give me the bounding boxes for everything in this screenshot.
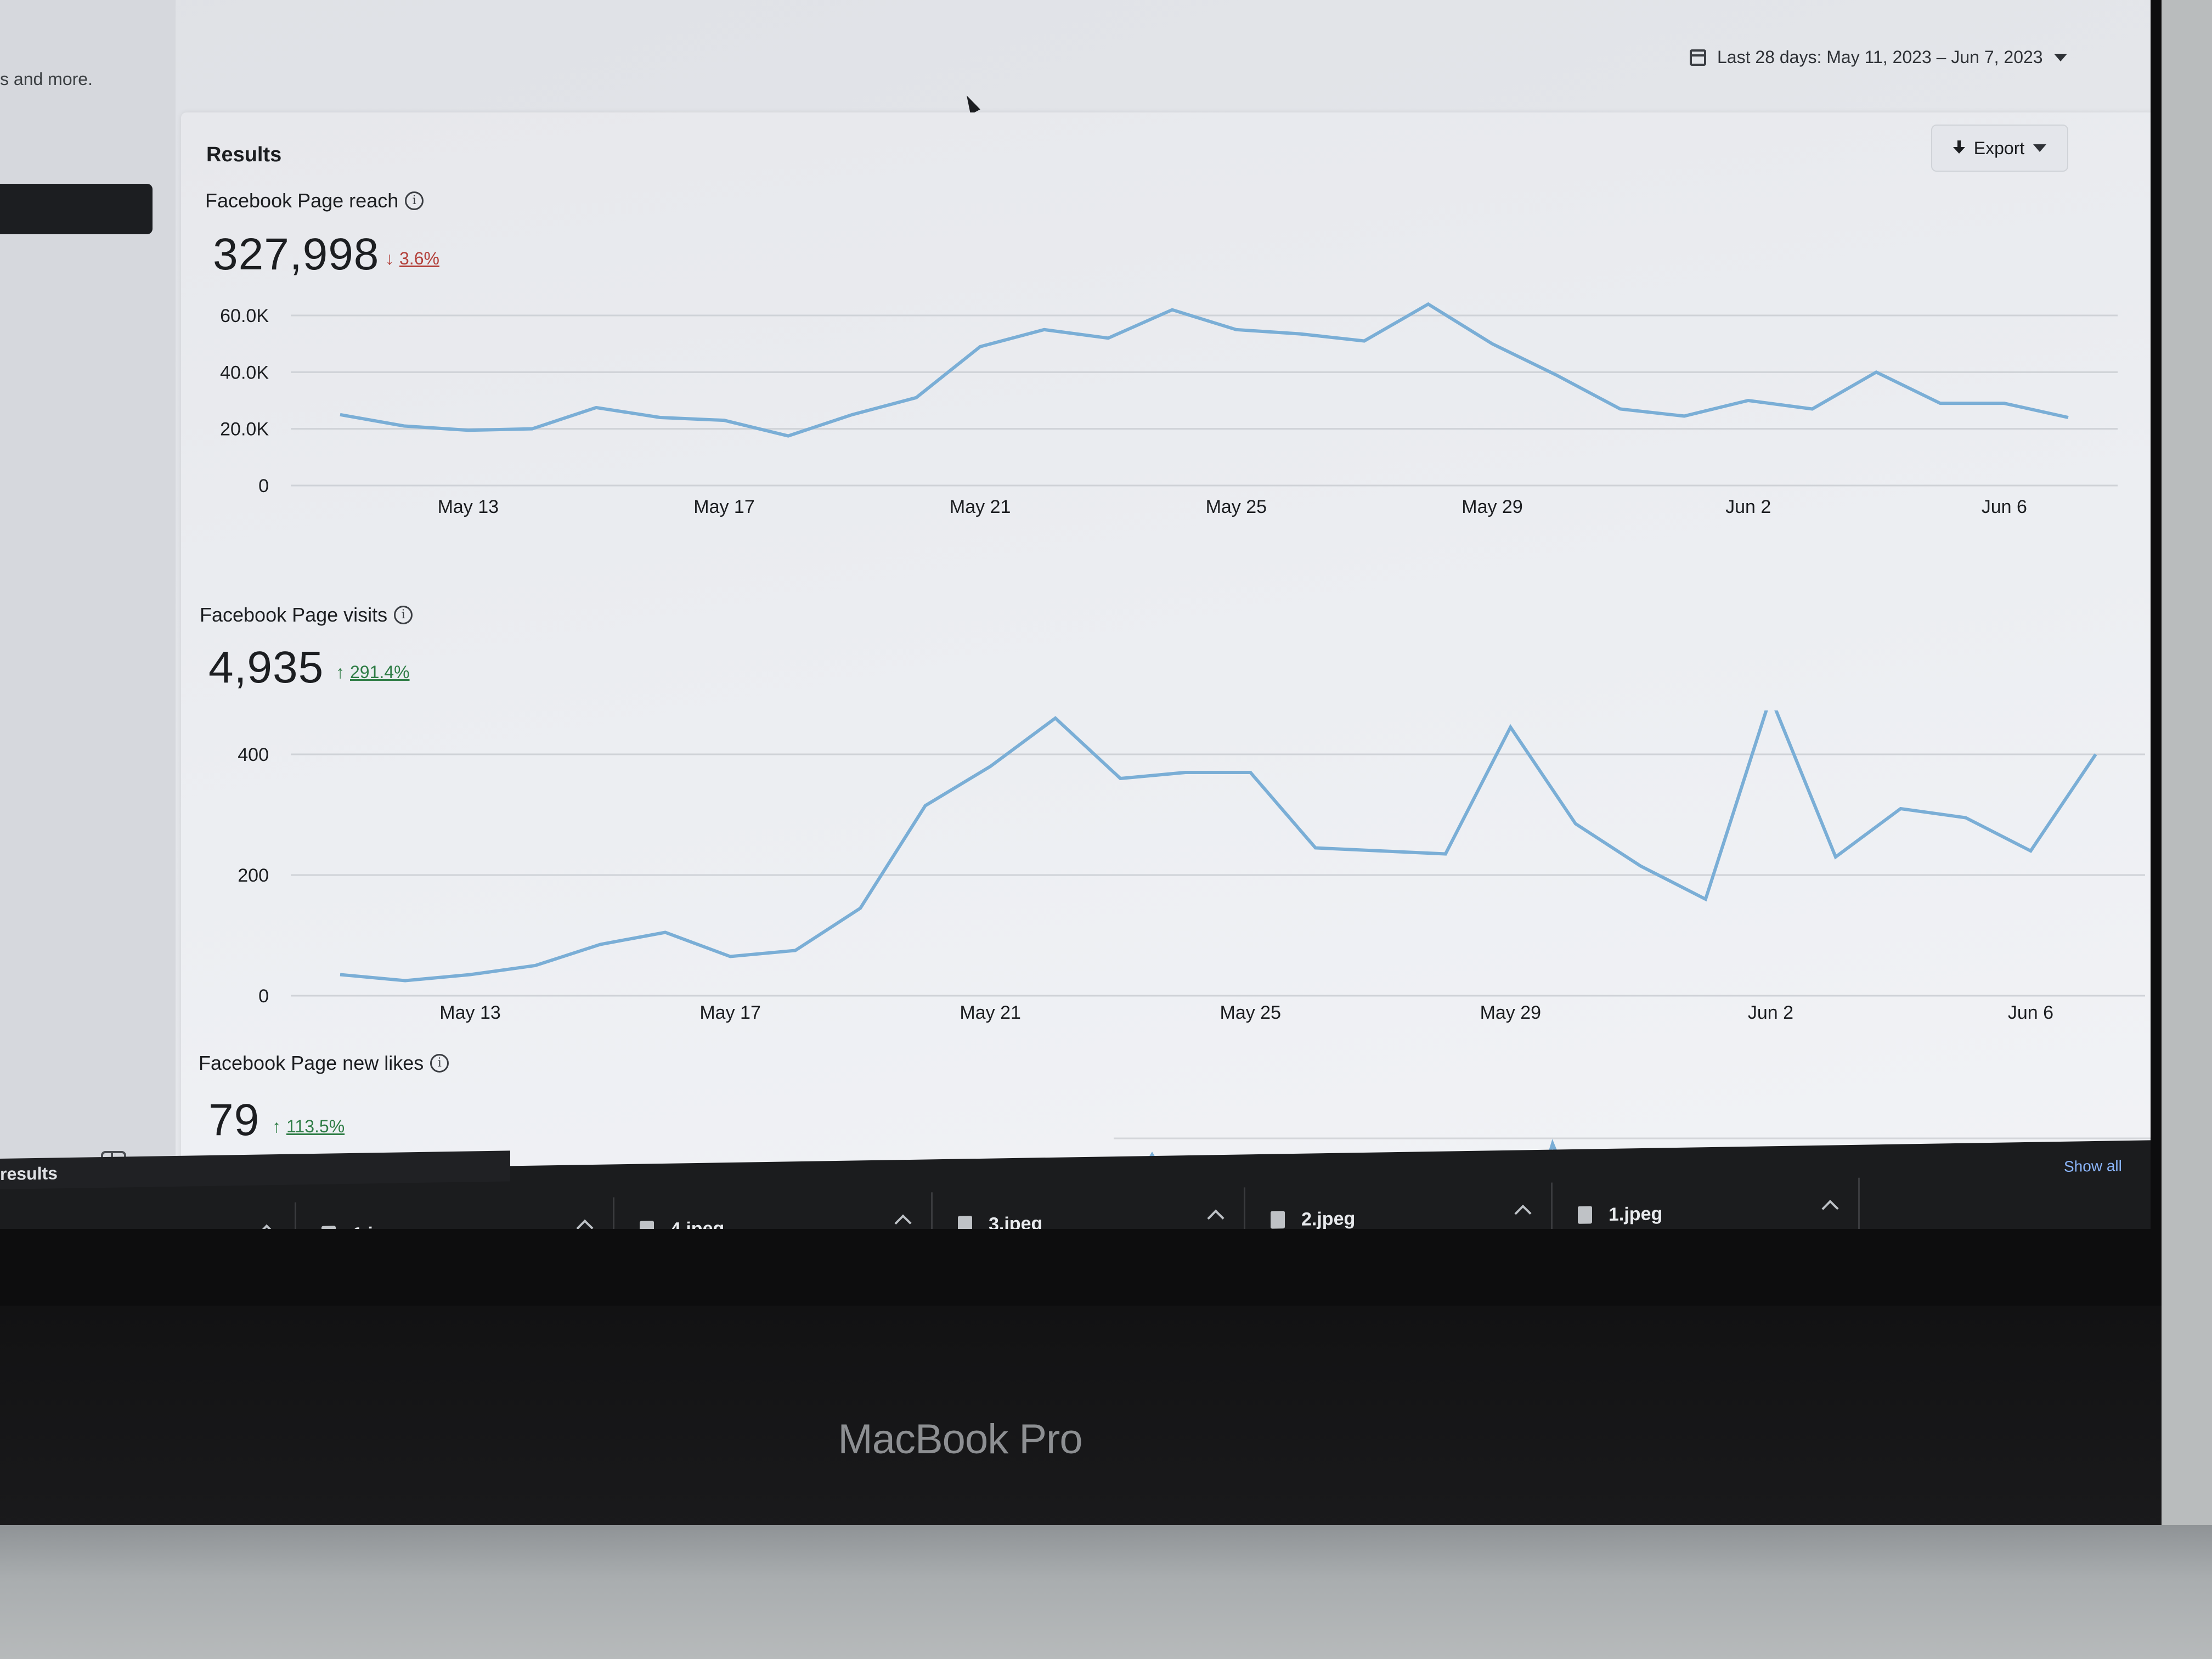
reach-label: Facebook Page reach i (205, 189, 424, 212)
info-icon[interactable]: i (405, 191, 424, 210)
export-button[interactable]: Export (1931, 125, 2068, 172)
series-line (340, 302, 2069, 438)
reach-label-text: Facebook Page reach (205, 189, 399, 212)
x-tick-label: May 13 (439, 1002, 501, 1023)
x-tick-label: May 29 (1462, 496, 1523, 517)
download-item[interactable]: 2.jpeg (1245, 1182, 1553, 1229)
info-icon[interactable]: i (394, 606, 413, 624)
x-tick-label: May 29 (1480, 1002, 1542, 1023)
y-tick-label: 60.0K (220, 306, 269, 326)
download-filename: 2.jpeg (1301, 1207, 1356, 1229)
download-icon (1953, 140, 1965, 156)
x-tick-label: May 25 (1220, 1002, 1282, 1023)
download-filename: 2.jpeg (20, 1228, 74, 1229)
results-title: Results (206, 143, 282, 166)
date-range-picker[interactable]: Last 28 days: May 11, 2023 – Jun 7, 2023 (1690, 47, 2067, 67)
reach-value: 327,998 (213, 229, 380, 279)
x-tick-label: Jun 6 (2008, 1002, 2053, 1023)
chevron-up-icon[interactable] (1514, 1204, 1532, 1222)
reach-chart: 0 20.0K 40.0K 60.0K May 13 May 17 May 21 May 25… (220, 302, 2118, 517)
visits-value: 4,935 (208, 642, 324, 692)
sidebar: s and more. (0, 0, 176, 1207)
chevron-up-icon[interactable] (576, 1219, 594, 1229)
likes-change-value: 113.5% (286, 1116, 345, 1136)
chevron-down-icon (2053, 53, 2067, 61)
x-tick-label: Jun 2 (1725, 496, 1771, 517)
series-line (340, 710, 2097, 983)
y-tick-label: 400 (238, 744, 269, 765)
x-tick-label: Jun 6 (1982, 496, 2027, 517)
visits-change-value: 291.4% (350, 662, 410, 682)
show-all-button[interactable]: Show all (2064, 1157, 2122, 1175)
mouse-cursor-icon (962, 93, 980, 115)
download-filename: 1.jpeg (1609, 1203, 1663, 1225)
download-filename: 1.jpeg (352, 1223, 406, 1229)
date-range-label: Last 28 days: May 11, 2023 – Jun 7, 2023 (1717, 47, 2043, 67)
file-icon (1578, 1206, 1592, 1224)
y-tick-label: 0 (258, 476, 269, 496)
y-tick-label: 20.0K (220, 419, 269, 440)
download-item[interactable]: 2.jpeg (0, 1202, 296, 1229)
x-tick-label: Jun 2 (1748, 1002, 1793, 1023)
download-filename: 3.jpeg (989, 1212, 1043, 1229)
arrow-down-icon: ↓ (385, 249, 394, 268)
arrow-up-icon: ↑ (336, 662, 345, 682)
download-item[interactable]: 1.jpeg (1553, 1177, 1860, 1229)
download-filename: 4.jpeg (670, 1217, 725, 1229)
file-icon (321, 1226, 336, 1229)
y-tick-label: 200 (238, 865, 269, 886)
y-tick-label: 0 (258, 986, 269, 1007)
sidebar-description: s and more. (0, 69, 93, 89)
file-icon (1271, 1211, 1285, 1229)
arrow-up-icon: ↑ (272, 1116, 281, 1136)
likes-label-text: Facebook Page new likes (199, 1052, 424, 1074)
laptop-lower-bezel (0, 1306, 2162, 1536)
visits-change[interactable]: ↑ 291.4% (336, 662, 410, 682)
file-icon (958, 1216, 972, 1229)
reach-change-value: 3.6% (399, 249, 439, 268)
export-label: Export (1973, 138, 2025, 158)
sidebar-action-button[interactable] (0, 184, 153, 234)
device-brand-label: MacBook Pro (838, 1416, 1082, 1463)
calendar-icon (1690, 49, 1706, 66)
y-tick-label: 40.0K (220, 362, 269, 383)
x-tick-label: May 17 (693, 496, 755, 517)
x-tick-label: May 21 (950, 496, 1011, 517)
results-card: Results Export Facebook Page reach i 327… (181, 112, 2151, 1229)
visits-label: Facebook Page visits i (200, 603, 413, 627)
chevron-down-icon (2033, 144, 2047, 152)
likes-label: Facebook Page new likes i (199, 1052, 449, 1075)
download-item[interactable]: 3.jpeg (933, 1187, 1245, 1229)
chevron-up-icon[interactable] (1207, 1209, 1224, 1227)
x-tick-label: May 25 (1206, 496, 1267, 517)
likes-value: 79 (208, 1095, 260, 1145)
screen: s and more. Last 28 days: May 11, 2023 –… (0, 0, 2151, 1229)
x-tick-label: May 21 (960, 1002, 1021, 1023)
reach-change[interactable]: ↓ 3.6% (385, 249, 439, 269)
laptop-chassis (0, 1525, 2212, 1659)
x-tick-label: May 13 (438, 496, 499, 517)
download-item[interactable]: 1.jpeg (296, 1197, 614, 1229)
chevron-up-icon[interactable] (894, 1214, 912, 1229)
visits-label-text: Facebook Page visits (200, 603, 388, 626)
visits-chart: 0 200 400 May 13 May 17 May 21 May 25 May 29 Jun… (238, 710, 2145, 1023)
x-tick-label: May 17 (699, 1002, 761, 1023)
info-icon[interactable]: i (430, 1054, 449, 1073)
likes-change[interactable]: ↑ 113.5% (272, 1116, 345, 1137)
chevron-up-icon[interactable] (258, 1224, 275, 1229)
chevron-up-icon[interactable] (1821, 1200, 1839, 1217)
download-item[interactable]: 4.jpeg (614, 1192, 933, 1229)
file-icon (640, 1221, 654, 1229)
